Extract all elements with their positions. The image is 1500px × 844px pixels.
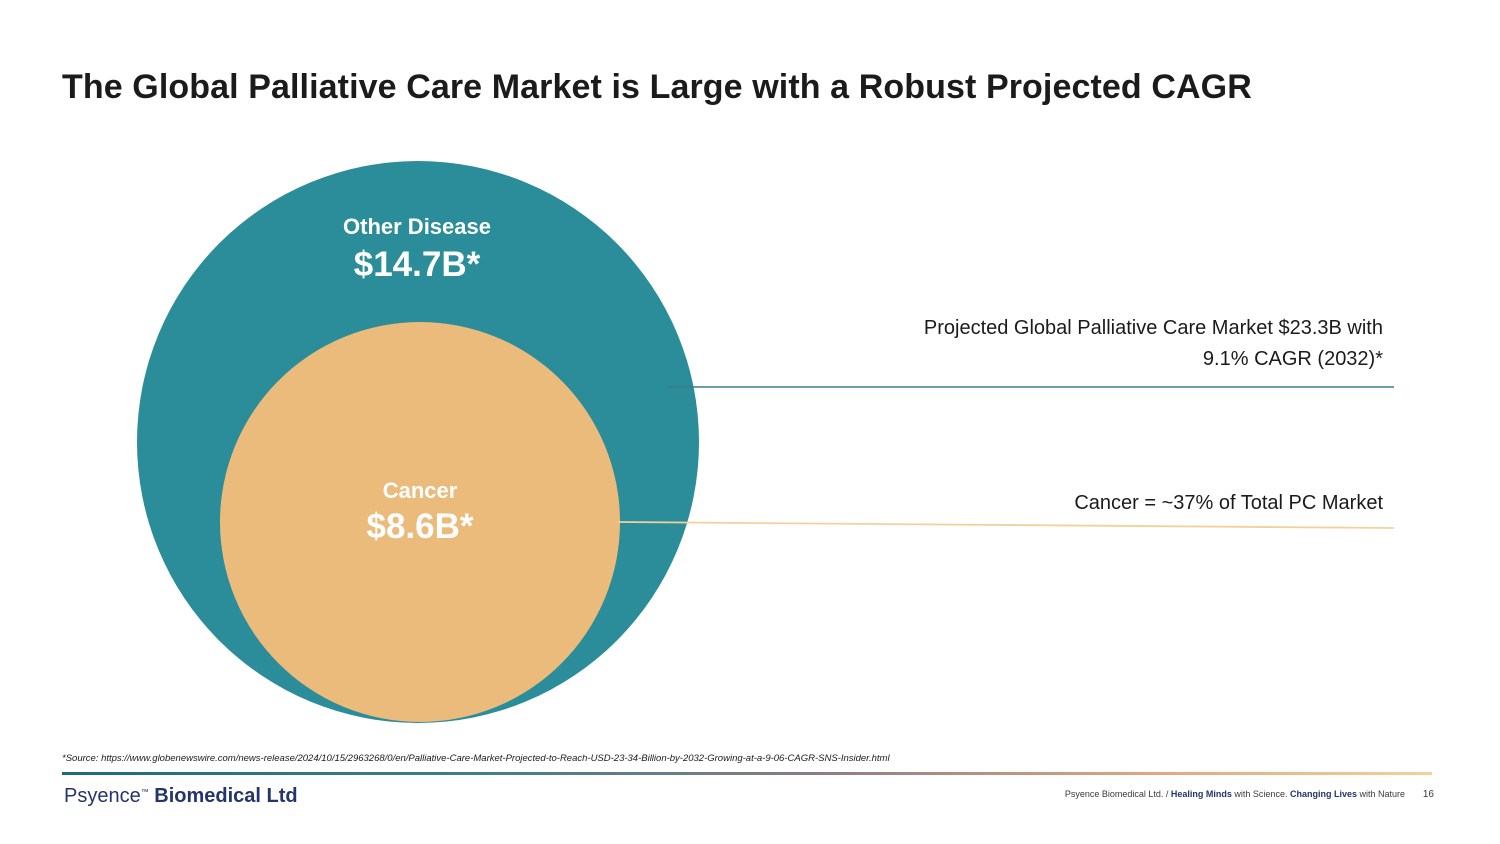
other-disease-label: Other Disease [343, 214, 491, 239]
brand-bold: Biomedical Ltd [148, 785, 298, 807]
brand-tm: ™ [140, 787, 149, 797]
tagline-prefix: Psyence Biomedical Ltd. / [1064, 789, 1171, 799]
tagline-healing: Healing Minds [1170, 789, 1232, 799]
cancer-circle [220, 322, 620, 722]
cancer-callout-line [617, 521, 1395, 529]
page-number: 16 [1422, 789, 1434, 800]
market-callout-line2: 9.1% CAGR (2032)* [1202, 348, 1383, 370]
page-title: The Global Palliative Care Market is Lar… [62, 68, 1252, 106]
tagline-science: with Science. [1231, 789, 1290, 799]
other-disease-value: $14.7B* [353, 245, 481, 284]
source-citation: *Source: https://www.globenewswire.com/n… [62, 753, 890, 764]
brand-light: Psyence [64, 785, 141, 807]
market-callout-line1: Projected Global Palliative Care Market … [923, 317, 1383, 339]
cancer-value: $8.6B* [366, 507, 474, 546]
market-callout: Projected Global Palliative Care Market … [924, 313, 1383, 375]
tagline-nature: with Nature [1356, 789, 1405, 799]
cancer-label: Cancer [382, 478, 458, 503]
cancer-share-callout: Cancer = ~37% of Total PC Market [1074, 492, 1383, 514]
tagline-changing: Changing Lives [1289, 789, 1357, 799]
footer-tagline: Psyence Biomedical Ltd. / Healing Minds … [1065, 789, 1405, 799]
brand-logo: Psyence™ Biomedical Ltd [64, 785, 298, 808]
footer-divider [62, 772, 1432, 775]
